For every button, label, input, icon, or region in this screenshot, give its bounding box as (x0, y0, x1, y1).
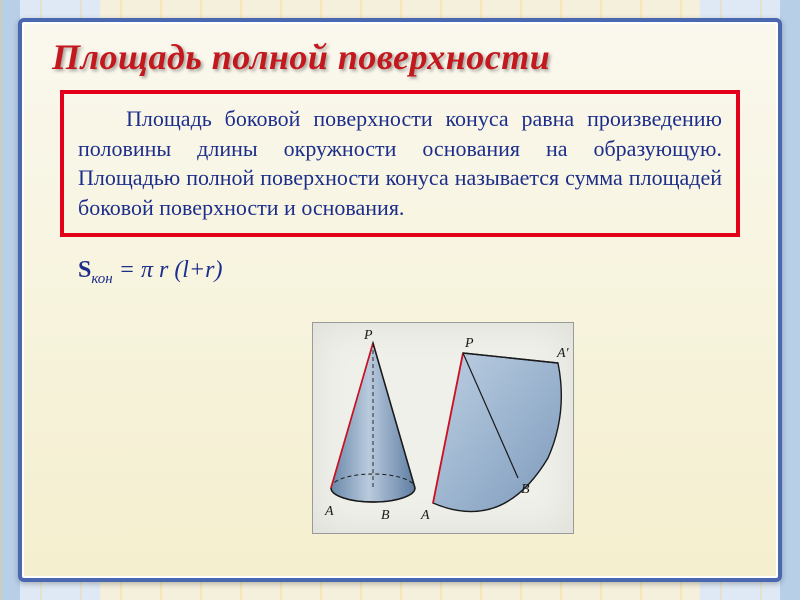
label-cone-P: P (363, 328, 373, 343)
slide-frame: Площадь полной поверхности Площадь боков… (18, 18, 782, 582)
definition-text: Площадь боковой поверхности конуса равна… (78, 104, 722, 223)
label-sector-B: B (521, 482, 530, 497)
label-sector-A: A (420, 508, 430, 523)
formula-subscript: кон (91, 271, 112, 287)
sector-fill (433, 353, 561, 512)
label-sector-Aprime: A′ (556, 346, 570, 361)
formula-symbol: S (78, 257, 91, 283)
cone-diagram: P A B P A B A′ (313, 323, 573, 533)
label-sector-P: P (464, 336, 474, 351)
definition-box: Площадь боковой поверхности конуса равна… (60, 90, 740, 237)
formula: Sкон = π r (l+r) (78, 257, 748, 288)
label-cone-A: A (324, 504, 334, 519)
figure: P A B P A B A′ (312, 322, 574, 534)
label-cone-B: B (381, 508, 390, 523)
slide-outer: Площадь полной поверхности Площадь боков… (0, 0, 800, 600)
page-title: Площадь полной поверхности (52, 36, 748, 78)
formula-equals: = (113, 257, 141, 283)
formula-expression: π r (l+r) (141, 257, 223, 283)
